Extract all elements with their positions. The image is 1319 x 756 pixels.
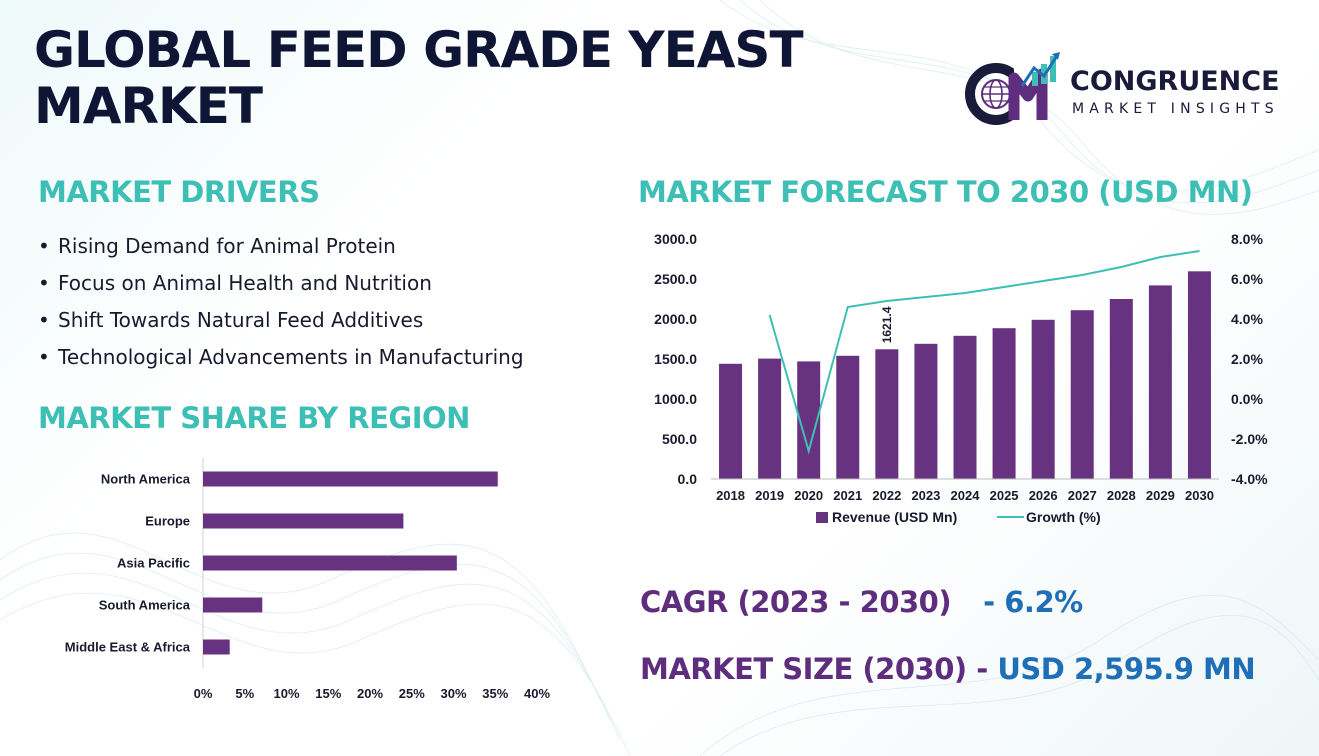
forecast-left-tick-label: 1500.0 bbox=[654, 351, 697, 367]
forecast-left-tick-label: 500.0 bbox=[662, 431, 697, 447]
market-size-kpi: MARKET SIZE (2030) - USD 2,595.9 MN bbox=[640, 652, 1256, 686]
revenue-bar bbox=[836, 355, 860, 479]
region-bar bbox=[203, 513, 404, 529]
market-size-value: USD 2,595.9 MN bbox=[997, 652, 1256, 686]
driver-item: • Focus on Animal Health and Nutrition bbox=[38, 269, 524, 306]
region-bar bbox=[203, 639, 230, 655]
revenue-bar bbox=[992, 328, 1016, 479]
revenue-bar bbox=[1109, 299, 1133, 479]
revenue-bar bbox=[875, 349, 899, 479]
revenue-bar bbox=[1070, 310, 1094, 479]
growth-line bbox=[768, 250, 1200, 455]
region-x-tick-label: 20% bbox=[357, 686, 383, 700]
bullet-icon: • bbox=[38, 271, 50, 295]
region-category-label: South America bbox=[99, 598, 191, 613]
cagr-label: CAGR (2023 - 2030) bbox=[640, 585, 952, 619]
forecast-year-label: 2027 bbox=[1068, 488, 1097, 503]
forecast-year-label: 2022 bbox=[872, 488, 901, 503]
driver-item: • Technological Advancements in Manufactu… bbox=[38, 343, 524, 380]
region-x-tick-label: 35% bbox=[482, 686, 508, 700]
revenue-bar bbox=[953, 335, 977, 479]
forecast-year-label: 2030 bbox=[1185, 488, 1214, 503]
forecast-right-tick-label: 0.0% bbox=[1231, 391, 1263, 407]
region-category-label: North America bbox=[101, 472, 191, 487]
forecast-right-tick-label: 2.0% bbox=[1231, 351, 1263, 367]
region-x-tick-label: 0% bbox=[194, 686, 213, 700]
forecast-heading: MARKET FORECAST TO 2030 (USD MN) bbox=[638, 175, 1253, 209]
bullet-icon: • bbox=[38, 234, 50, 258]
bullet-icon: • bbox=[38, 345, 50, 369]
driver-item: • Rising Demand for Animal Protein bbox=[38, 232, 524, 269]
driver-text: Focus on Animal Health and Nutrition bbox=[58, 271, 432, 295]
legend-revenue-swatch bbox=[816, 512, 828, 523]
region-category-label: Europe bbox=[145, 514, 190, 529]
forecast-left-tick-label: 0.0 bbox=[678, 471, 698, 487]
region-share-chart: North America Europe Asia Pacific South Ame… bbox=[65, 458, 550, 700]
forecast-right-tick-label: 8.0% bbox=[1231, 231, 1263, 247]
revenue-bar bbox=[1148, 285, 1172, 479]
cagr-kpi: CAGR (2023 - 2030) - 6.2% bbox=[640, 585, 1083, 619]
region-x-tick-label: 40% bbox=[524, 686, 550, 700]
revenue-bar bbox=[1031, 319, 1055, 479]
forecast-year-label: 2024 bbox=[951, 488, 981, 503]
forecast-year-label: 2020 bbox=[794, 488, 823, 503]
bullet-icon: • bbox=[38, 308, 50, 332]
forecast-right-tick-label: -4.0% bbox=[1231, 471, 1268, 487]
logo-name: CONGRUENCE bbox=[1070, 66, 1280, 97]
driver-text: Rising Demand for Animal Protein bbox=[58, 234, 396, 258]
cm-globe-chart-logo-icon bbox=[965, 52, 1060, 125]
revenue-bar bbox=[719, 363, 743, 479]
forecast-right-tick-label: 6.0% bbox=[1231, 271, 1263, 287]
region-bar bbox=[203, 471, 498, 487]
revenue-bar bbox=[797, 361, 821, 479]
region-category-label: Asia Pacific bbox=[117, 556, 190, 571]
revenue-bar bbox=[914, 343, 938, 479]
forecast-year-label: 2019 bbox=[755, 488, 784, 503]
forecast-left-tick-label: 3000.0 bbox=[654, 231, 697, 247]
legend-growth-label: Growth (%) bbox=[1026, 509, 1101, 525]
region-x-tick-label: 5% bbox=[235, 686, 254, 700]
revenue-bar bbox=[1187, 271, 1211, 479]
region-bar bbox=[203, 597, 263, 613]
region-category-label: Middle East & Africa bbox=[65, 640, 191, 655]
forecast-left-tick-label: 1000.0 bbox=[654, 391, 697, 407]
legend-revenue-label: Revenue (USD Mn) bbox=[832, 509, 957, 525]
logo-tagline: MARKET INSIGHTS bbox=[1072, 101, 1279, 117]
region-x-tick-label: 15% bbox=[315, 686, 341, 700]
market-share-heading: MARKET SHARE BY REGION bbox=[38, 401, 470, 435]
page-title-line-1: GLOBAL FEED GRADE YEAST bbox=[34, 21, 804, 79]
driver-text: Technological Advancements in Manufactur… bbox=[58, 345, 524, 369]
market-drivers-heading: MARKET DRIVERS bbox=[38, 175, 320, 209]
driver-text: Shift Towards Natural Feed Additives bbox=[58, 308, 424, 332]
forecast-chart: 0.0 500.0 1000.0 1500.0 2000.0 2500.0 3000.0 -4… bbox=[654, 231, 1268, 525]
market-size-label: MARKET SIZE (2030) bbox=[640, 652, 967, 686]
market-size-separator: - bbox=[966, 652, 998, 686]
cagr-value: - 6.2% bbox=[983, 585, 1083, 619]
driver-item: • Shift Towards Natural Feed Additives bbox=[38, 306, 524, 343]
forecast-right-tick-label: -2.0% bbox=[1231, 431, 1268, 447]
page-title: GLOBAL FEED GRADE YEAST MARKET bbox=[34, 22, 854, 134]
page-title-line-2: MARKET bbox=[34, 77, 263, 135]
forecast-year-label: 2018 bbox=[716, 488, 745, 503]
forecast-left-tick-label: 2000.0 bbox=[654, 311, 697, 327]
revenue-bar bbox=[758, 358, 782, 479]
forecast-year-label: 2025 bbox=[990, 488, 1019, 503]
forecast-year-label: 2023 bbox=[911, 488, 940, 503]
region-x-tick-label: 30% bbox=[440, 686, 466, 700]
forecast-year-label: 2021 bbox=[833, 488, 862, 503]
forecast-right-tick-label: 4.0% bbox=[1231, 311, 1263, 327]
region-bar bbox=[203, 555, 457, 571]
revenue-data-label: 1621.4 bbox=[880, 306, 894, 343]
forecast-year-label: 2026 bbox=[1029, 488, 1058, 503]
region-x-tick-label: 10% bbox=[273, 686, 299, 700]
forecast-left-tick-label: 2500.0 bbox=[654, 271, 697, 287]
market-drivers-list: • Rising Demand for Animal Protein • Focus… bbox=[38, 232, 524, 380]
forecast-year-label: 2028 bbox=[1107, 488, 1136, 503]
region-x-tick-label: 25% bbox=[399, 686, 425, 700]
forecast-year-label: 2029 bbox=[1146, 488, 1175, 503]
